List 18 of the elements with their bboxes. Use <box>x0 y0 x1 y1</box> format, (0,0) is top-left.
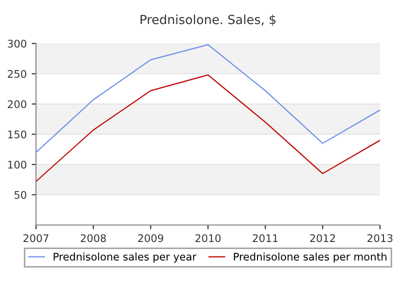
y-tick-label: 50 <box>14 190 26 199</box>
line-series <box>36 74 380 182</box>
y-tick-label: 100 <box>8 160 26 169</box>
x-tick-label: 2013 <box>368 234 392 242</box>
legend-label: Prednisolone sales per year <box>54 252 196 263</box>
x-tick-label: 2010 <box>196 234 221 242</box>
chart-title: Prednisolone. Sales, $ <box>140 14 276 26</box>
x-tick-label: 2012 <box>310 234 335 242</box>
y-tick-label: 250 <box>8 70 26 78</box>
x-tick-label: 2011 <box>252 234 278 242</box>
y-tick-label: 200 <box>8 100 26 108</box>
x-tick-label: 2009 <box>138 234 164 242</box>
legend-label: Prednisolone sales per month <box>234 252 386 263</box>
x-tick-label: 2007 <box>24 234 48 242</box>
x-tick-label: 2008 <box>80 234 106 242</box>
y-tick-label: 150 <box>8 130 26 138</box>
y-tick-label: 300 <box>8 40 26 48</box>
line-series <box>36 44 380 153</box>
